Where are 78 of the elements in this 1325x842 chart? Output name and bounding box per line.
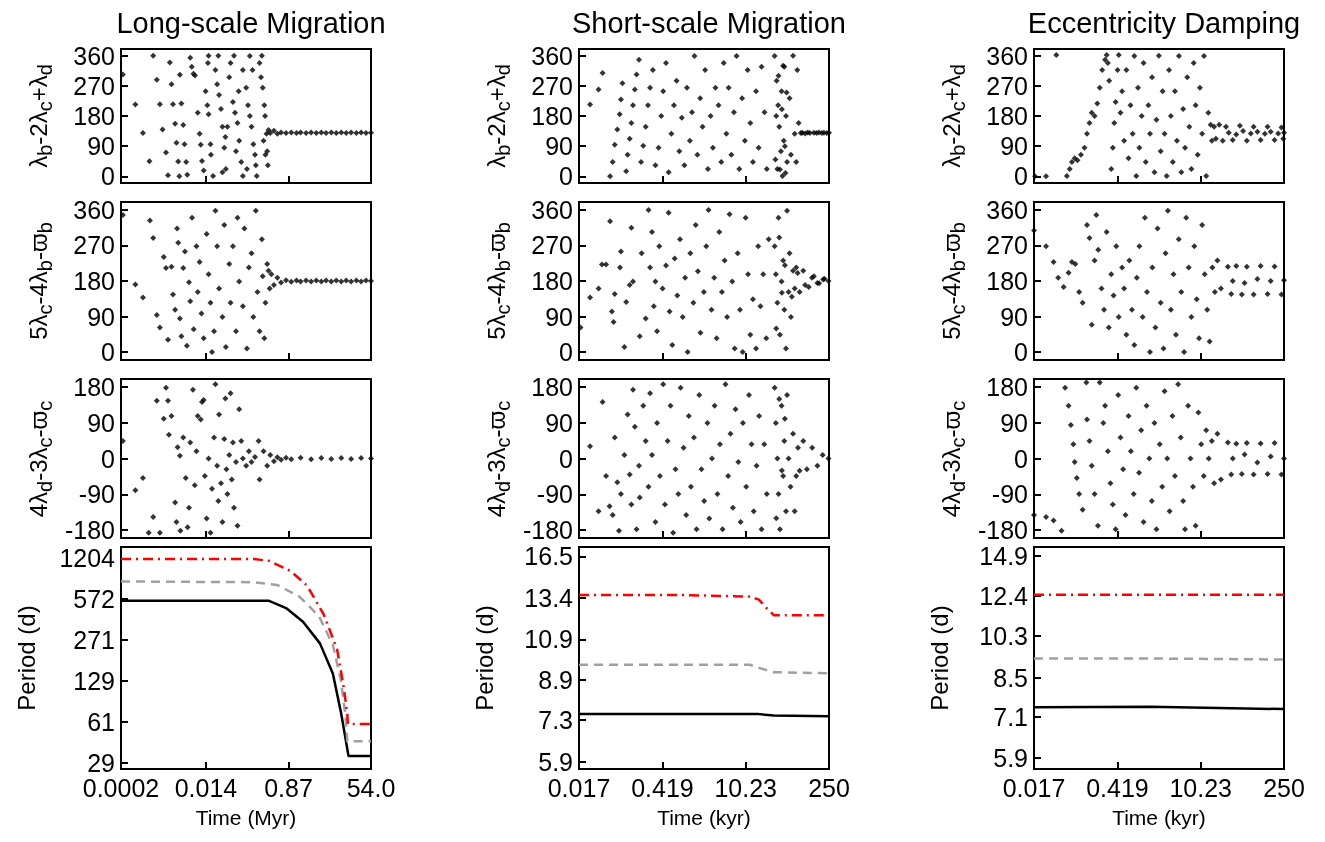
y-tick-label: 90	[1000, 408, 1028, 437]
y-tick-label: 360	[531, 41, 573, 70]
y-tick-label: 180	[531, 372, 573, 401]
y-tick-label: 7.1	[993, 703, 1028, 732]
y-tick-label: 90	[1000, 302, 1028, 331]
y-tick-label: 0	[559, 444, 573, 473]
y-tick-label: 270	[531, 231, 573, 260]
y-tick-label: 0	[1014, 162, 1028, 191]
y-tick-label: 180	[73, 372, 115, 401]
y-tick-label: -180	[64, 516, 115, 545]
y-tick-label: 1204	[59, 544, 116, 573]
chart-title: Long-scale Migration	[116, 6, 386, 39]
y-tick-label: 90	[545, 408, 573, 437]
x-axis-title: Time (Myr)	[195, 805, 297, 829]
y-tick-label: 180	[531, 267, 573, 295]
y-tick-label: 180	[986, 372, 1028, 401]
y-tick-label: 10.9	[524, 625, 573, 654]
y-tick-label: 180	[986, 267, 1028, 295]
chart-title: Eccentricity Damping	[1027, 6, 1301, 39]
x-axis-title: Time (kyr)	[657, 805, 751, 829]
y-tick-label: 0	[101, 444, 115, 473]
y-tick-label: 13.4	[524, 584, 574, 613]
y-tick-label: 270	[531, 71, 573, 100]
y-tick-label: 12.4	[979, 581, 1029, 610]
y-tick-label: 16.5	[524, 542, 573, 571]
y-tick-label: 5.9	[993, 743, 1028, 772]
y-axis-title: Period (d)	[471, 605, 498, 711]
y-tick-label: 8.9	[538, 665, 573, 694]
y-tick-label: 90	[87, 302, 115, 331]
y-tick-label: 7.3	[538, 705, 573, 734]
y-tick-label: 180	[531, 102, 573, 130]
y-tick-label: 129	[73, 667, 115, 696]
y-axis-title: Period (d)	[926, 605, 953, 711]
x-tick-label: 0.419	[1086, 773, 1149, 802]
y-tick-label: 0	[559, 338, 573, 367]
y-tick-label: 0	[101, 162, 115, 191]
y-tick-label: 0	[101, 338, 115, 367]
x-tick-label: 10.23	[714, 773, 778, 802]
y-tick-label: 90	[87, 408, 115, 437]
y-tick-label: -90	[78, 480, 115, 509]
y-tick-label: -90	[991, 480, 1028, 509]
x-tick-label: 10.23	[1169, 773, 1233, 802]
y-tick-label: 270	[986, 71, 1028, 100]
y-tick-label: 90	[545, 302, 573, 331]
y-tick-label: 180	[73, 102, 115, 130]
x-tick-label: 250	[808, 773, 850, 802]
y-tick-label: 360	[986, 195, 1028, 224]
y-tick-label: 360	[531, 195, 573, 224]
x-tick-label: 0.017	[1002, 773, 1066, 802]
y-tick-label: 180	[986, 102, 1028, 130]
y-tick-label: 270	[986, 231, 1028, 260]
x-tick-label: 250	[1263, 773, 1305, 802]
y-tick-label: -90	[536, 480, 573, 509]
x-tick-label: 54.0	[346, 773, 396, 802]
y-tick-label: 0	[1014, 338, 1028, 367]
y-tick-label: 0	[559, 162, 573, 191]
x-tick-label: 0.87	[264, 773, 313, 802]
y-tick-label: -180	[522, 516, 573, 545]
y-tick-label: 270	[73, 71, 115, 100]
chart-title: Short-scale Migration	[572, 6, 846, 39]
y-tick-label: 90	[545, 132, 573, 161]
y-tick-label: 360	[73, 195, 115, 224]
y-tick-label: 8.5	[993, 664, 1028, 692]
y-tick-label: 61	[87, 708, 115, 737]
x-axis-title: Time (kyr)	[1112, 805, 1206, 829]
y-tick-label: 90	[87, 132, 115, 161]
y-axis-title: Period (d)	[13, 605, 40, 711]
y-tick-label: 572	[73, 585, 115, 614]
y-tick-label: 270	[73, 231, 115, 260]
y-tick-label: 90	[1000, 132, 1028, 161]
y-tick-label: 271	[73, 626, 115, 655]
y-tick-label: 10.3	[979, 622, 1028, 651]
y-tick-label: 180	[73, 267, 115, 295]
y-tick-label: 0	[1014, 444, 1028, 473]
y-tick-label: 360	[986, 41, 1028, 70]
y-tick-label: 360	[73, 41, 115, 70]
x-tick-label: 0.419	[631, 773, 694, 802]
x-tick-label: 0.014	[174, 773, 238, 802]
